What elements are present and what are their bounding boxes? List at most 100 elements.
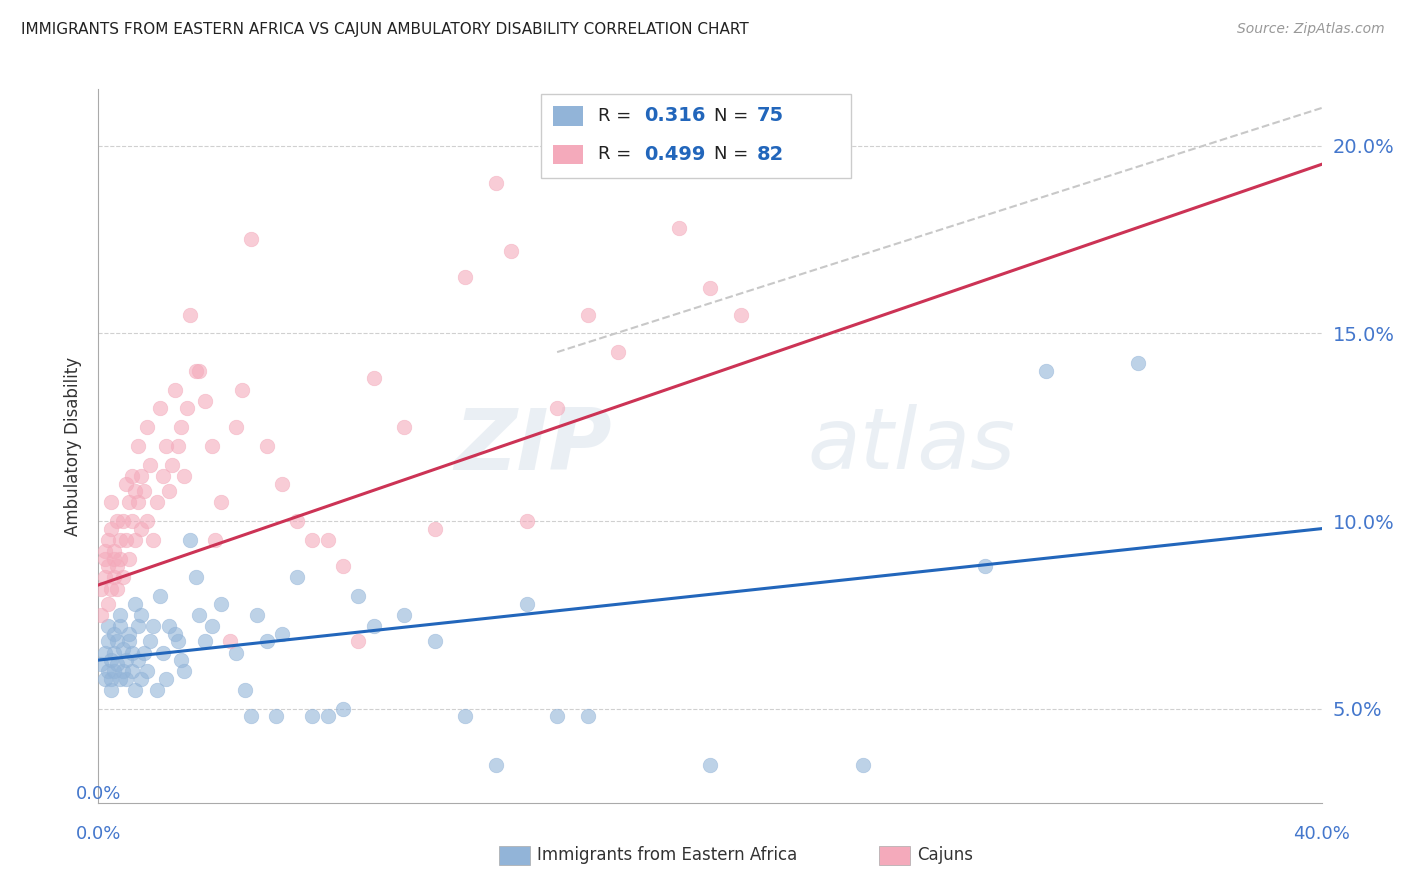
Point [124,484,146,499]
Point [136,420,159,434]
Point [454,270,477,285]
Point [730,308,752,322]
Point [1128,356,1150,370]
Point [100,672,122,686]
Y-axis label: Ambulatory Disability: Ambulatory Disability [65,357,83,535]
Point [90,582,112,596]
Point [160,458,183,472]
Point [194,393,217,408]
Point [103,570,125,584]
Point [167,439,190,453]
Point [270,476,292,491]
Point [194,634,217,648]
Point [93,570,115,584]
Point [97,665,120,679]
Text: Immigrants from Eastern Africa: Immigrants from Eastern Africa [537,846,797,863]
Point [454,709,477,723]
Point [546,401,568,416]
Point [100,683,122,698]
Point [103,544,125,558]
Point [108,672,131,686]
Point [152,646,174,660]
Point [301,709,323,723]
Point [423,634,446,648]
Point [163,383,186,397]
Text: 82: 82 [756,145,783,164]
Point [108,551,131,566]
Point [129,672,152,686]
Point [105,582,128,596]
Point [139,458,162,472]
Point [121,665,143,679]
Point [155,439,177,453]
Point [219,634,242,648]
Text: 0.0%: 0.0% [76,785,121,803]
Point [121,646,143,660]
Point [285,514,308,528]
Point [134,484,156,499]
Point [173,665,195,679]
Point [134,646,156,660]
Point [423,522,446,536]
Point [93,646,115,660]
Point [637,120,661,134]
Point [170,653,193,667]
Point [145,495,167,509]
Point [347,634,370,648]
Point [332,702,354,716]
Point [485,176,508,190]
Point [90,657,112,671]
Point [121,514,143,528]
Point [105,634,128,648]
Text: R =: R = [598,145,637,163]
Point [516,597,538,611]
Point [111,665,134,679]
Point [121,469,143,483]
Point [188,364,211,378]
Text: Source: ZipAtlas.com: Source: ZipAtlas.com [1237,22,1385,37]
Point [129,522,152,536]
Point [392,607,416,622]
Point [145,683,167,698]
Point [209,495,232,509]
Point [204,533,226,547]
Point [103,551,125,566]
Point [157,619,180,633]
Point [100,653,122,667]
Point [170,420,193,434]
Point [501,244,523,258]
Text: 0.0%: 0.0% [76,825,121,843]
Point [179,308,201,322]
Point [974,559,997,574]
Text: ZIP: ZIP [454,404,612,488]
Text: N =: N = [714,145,754,163]
Text: 75: 75 [756,106,783,126]
Point [200,439,222,453]
Point [155,672,177,686]
Point [316,709,339,723]
Point [136,665,159,679]
Text: IMMIGRANTS FROM EASTERN AFRICA VS CAJUN AMBULATORY DISABILITY CORRELATION CHART: IMMIGRANTS FROM EASTERN AFRICA VS CAJUN … [21,22,749,37]
Point [118,627,141,641]
Point [108,607,131,622]
Point [93,544,115,558]
Point [852,758,875,772]
Point [285,570,308,584]
Point [240,232,263,246]
Point [149,589,172,603]
Point [105,657,128,671]
Point [118,634,141,648]
Point [108,533,131,547]
Point [127,653,149,667]
Point [225,646,247,660]
Point [129,607,152,622]
Text: 40.0%: 40.0% [1294,825,1350,843]
Text: 0.499: 0.499 [644,145,706,164]
Point [127,439,149,453]
Point [546,709,568,723]
Point [233,683,256,698]
Point [179,533,201,547]
Point [124,597,146,611]
Point [103,646,125,660]
Point [93,551,115,566]
